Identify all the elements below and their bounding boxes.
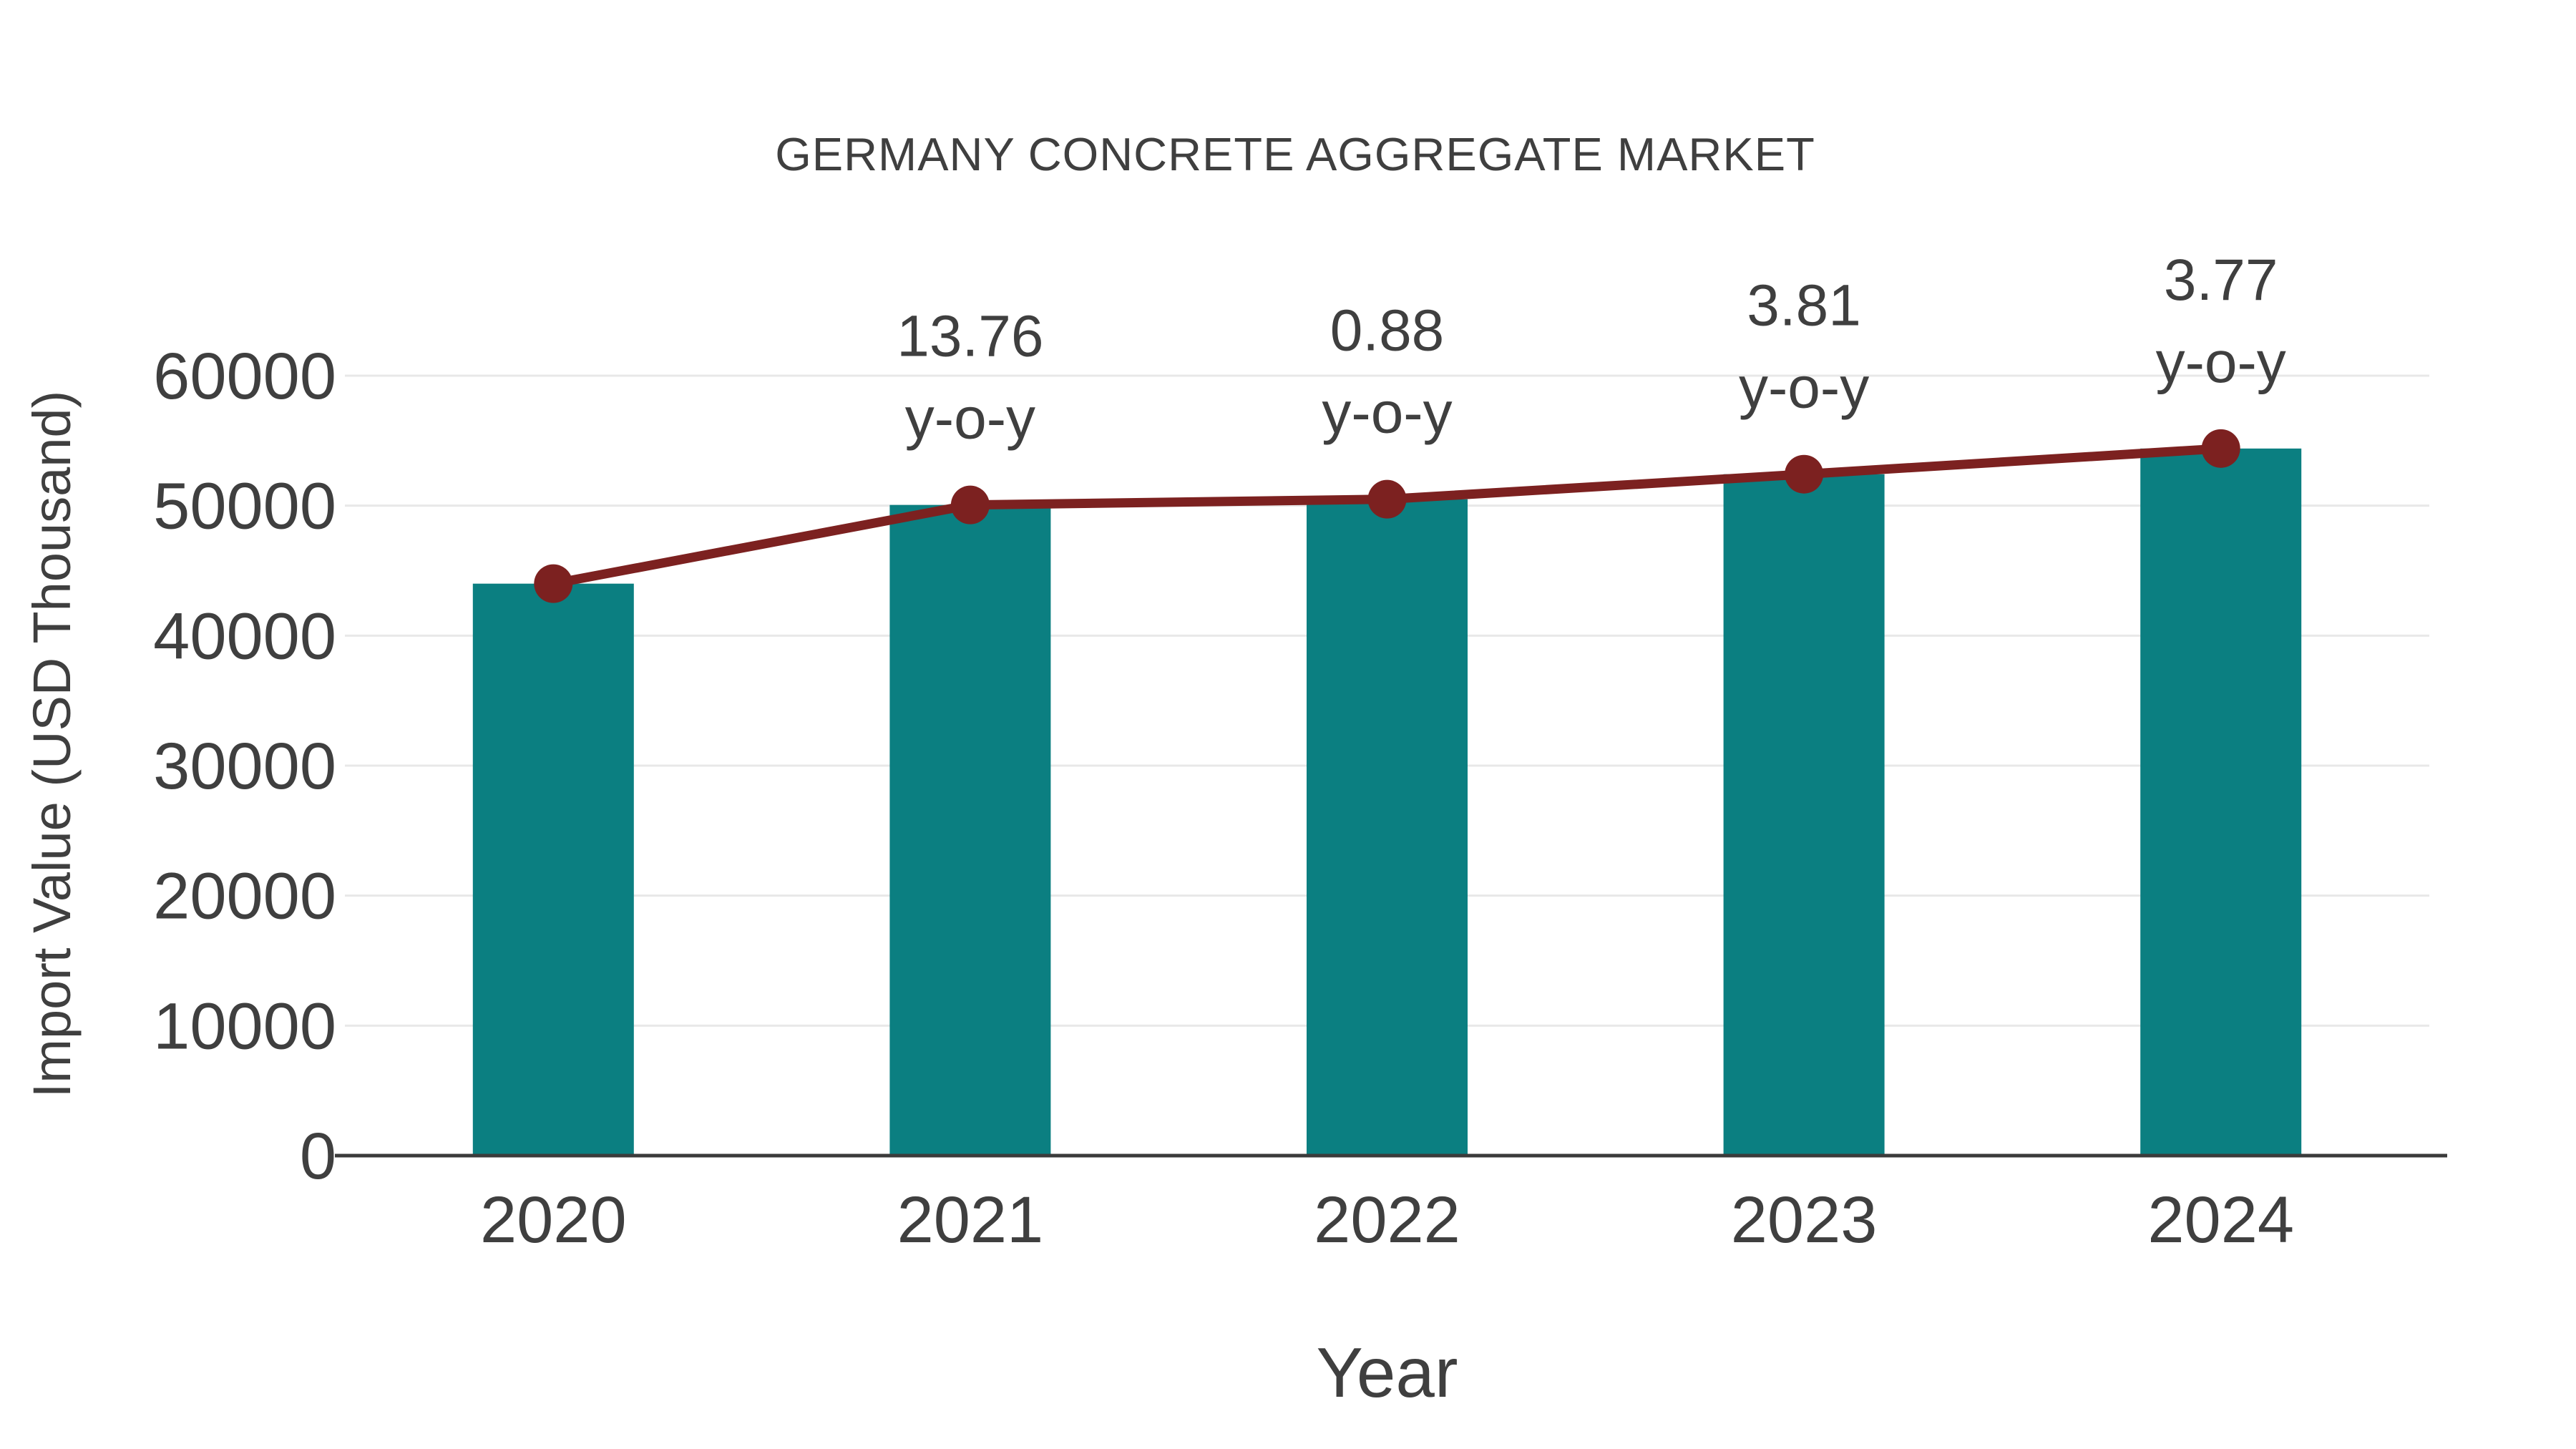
annotation-2024-yoy: y-o-y xyxy=(2156,330,2286,395)
marker-2024 xyxy=(2201,429,2240,468)
annotation-2021-value: 13.76 xyxy=(897,304,1043,369)
x-tick-2020: 2020 xyxy=(480,1184,627,1257)
marker-2020 xyxy=(534,564,573,603)
annotation-2022-yoy: y-o-y xyxy=(1322,381,1452,446)
bars-series xyxy=(472,448,2302,1156)
marker-2022 xyxy=(1367,479,1407,519)
y-axis-title: Import Value (USD Thousand) xyxy=(22,391,82,1098)
bar-2021 xyxy=(889,504,1051,1156)
markers xyxy=(534,429,2240,603)
y-tick-labels: 0 10000 20000 30000 40000 50000 60000 xyxy=(153,340,336,1193)
y-tick-50000: 50000 xyxy=(153,470,336,543)
bar-2024 xyxy=(2140,448,2302,1156)
annotation-2024-value: 3.77 xyxy=(2164,248,2278,313)
y-tick-10000: 10000 xyxy=(153,990,336,1063)
annotation-2023-value: 3.81 xyxy=(1747,273,1861,338)
y-tick-30000: 30000 xyxy=(153,730,336,803)
annotation-2022-value: 0.88 xyxy=(1330,298,1445,364)
bar-2020 xyxy=(472,583,634,1156)
marker-2021 xyxy=(950,485,990,525)
annotations: 13.76 y-o-y 0.88 y-o-y 3.81 y-o-y 3.77 y-o-y xyxy=(897,248,2286,452)
chart-title: GERMANY CONCRETE AGGREGATE MARKET xyxy=(775,128,1815,180)
y-tick-40000: 40000 xyxy=(153,600,336,673)
y-tick-20000: 20000 xyxy=(153,860,336,933)
bar-2023 xyxy=(1723,474,1885,1156)
x-tick-labels: 2020 2021 2022 2023 2024 xyxy=(480,1184,2294,1257)
y-tick-0: 0 xyxy=(300,1120,336,1193)
marker-2023 xyxy=(1785,454,1824,494)
x-tick-2022: 2022 xyxy=(1314,1184,1460,1257)
annotation-2021-yoy: y-o-y xyxy=(905,386,1035,452)
bar-2022 xyxy=(1307,499,1468,1156)
x-tick-2023: 2023 xyxy=(1731,1184,1878,1257)
annotation-2023-yoy: y-o-y xyxy=(1739,356,1869,421)
x-axis-title: Year xyxy=(1316,1333,1458,1412)
x-tick-2024: 2024 xyxy=(2147,1184,2294,1257)
x-tick-2021: 2021 xyxy=(897,1184,1044,1257)
y-tick-60000: 60000 xyxy=(153,340,336,413)
